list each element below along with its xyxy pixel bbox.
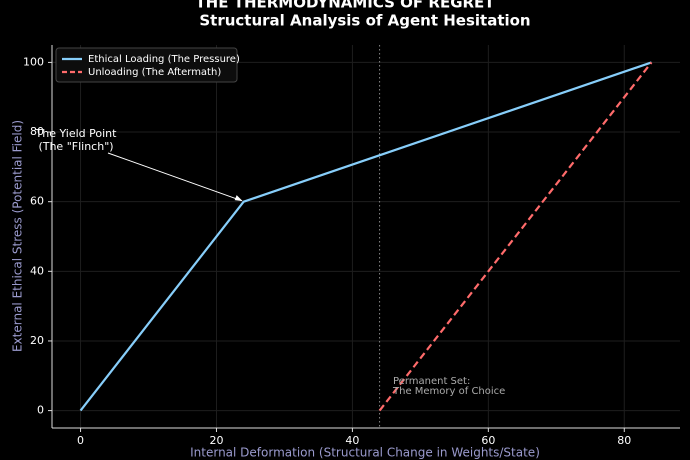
annotation-text: The Memory of Choice: [392, 386, 505, 397]
annotation-arrow: [107, 152, 242, 202]
x-tick-label: 40: [345, 434, 359, 447]
legend-box: [55, 47, 238, 83]
y-tick-label: 20: [30, 334, 44, 347]
y-tick-label: 80: [30, 125, 44, 138]
annotation-text: Permanent Set:: [393, 376, 470, 387]
x-tick-label: 60: [481, 434, 495, 447]
legend-label: Ethical Loading (The Pressure): [88, 54, 240, 65]
annotation-text: (The "Flinch"): [38, 140, 113, 153]
x-tick-label: 80: [617, 434, 631, 447]
y-tick-label: 40: [30, 264, 44, 277]
y-tick-label: 100: [23, 55, 44, 68]
y-tick-label: 0: [37, 404, 44, 417]
chart-subtitle: Structural Analysis of Agent Hesitation: [199, 12, 530, 30]
annotation-text: The Yield Point: [35, 127, 118, 140]
legend-label: Unloading (The Aftermath): [88, 67, 221, 78]
line-series: [378, 61, 653, 412]
x-tick-label: 20: [209, 434, 223, 447]
y-tick-label: 60: [30, 195, 44, 208]
arrow-head: [234, 195, 243, 202]
line-series: [79, 61, 652, 412]
x-tick-label: 0: [77, 434, 84, 447]
x-axis-label: Internal Deformation (Structural Change …: [190, 446, 540, 460]
chart-title: THE THERMODYNAMICS OF REGRET: [195, 0, 495, 12]
y-axis-label: External Ethical Stress (Potential Field…: [11, 120, 25, 352]
